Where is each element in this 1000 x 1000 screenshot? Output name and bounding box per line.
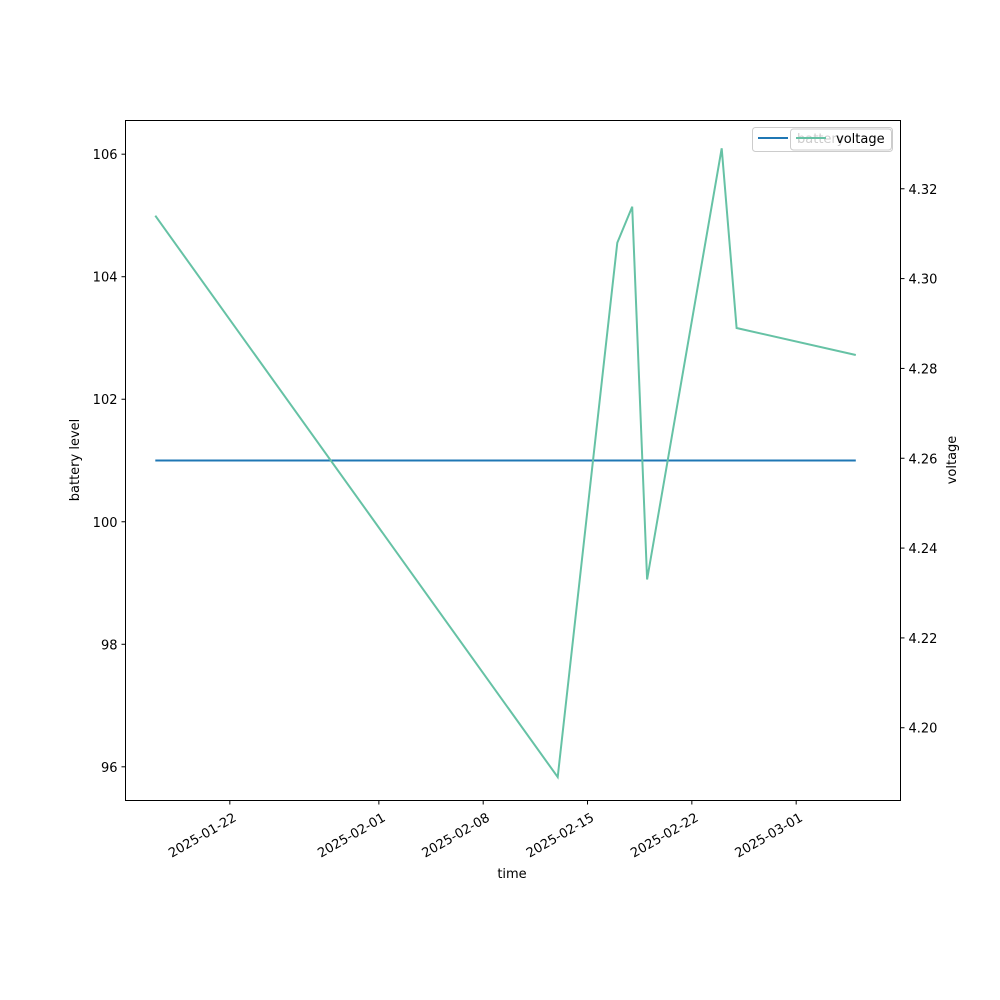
y2-tick-label: 4.26 xyxy=(909,452,938,467)
legend-frame-2 xyxy=(790,128,892,151)
x-tick-label: 2025-02-22 xyxy=(628,811,701,862)
y-tick-label: 98 xyxy=(101,638,118,653)
y2-tick-label: 4.28 xyxy=(909,362,938,377)
y-axis-left: 96 98 100 102 104 106 xyxy=(93,148,126,776)
x-axis: 2025-01-22 2025-02-01 2025-02-08 2025-02-15… xyxy=(166,800,806,862)
y2-tick-label: 4.30 xyxy=(909,273,938,288)
y2-tick-label: 4.32 xyxy=(909,183,938,198)
y2-axis-label: voltage xyxy=(945,436,960,485)
y-tick-label: 106 xyxy=(93,148,118,163)
y-tick-label: 104 xyxy=(93,271,118,286)
x-tick-label: 2025-03-01 xyxy=(733,811,806,862)
y2-tick-label: 4.24 xyxy=(909,542,938,557)
y-tick-label: 102 xyxy=(93,393,118,408)
y-axis-right: 4.20 4.22 4.24 4.26 4.28 4.30 4.32 xyxy=(900,183,938,737)
y2-tick-label: 4.20 xyxy=(909,722,938,737)
series-layer xyxy=(154,148,857,780)
x-tick-label: 2025-02-15 xyxy=(524,811,597,862)
x-axis-label: time xyxy=(497,867,526,882)
y-tick-label: 100 xyxy=(93,516,118,531)
x-tick-label: 2025-02-08 xyxy=(420,811,493,862)
y2-tick-label: 4.22 xyxy=(909,632,938,647)
legend: battery voltage xyxy=(752,127,893,152)
x-tick-label: 2025-01-22 xyxy=(166,811,239,862)
y-tick-label: 96 xyxy=(101,761,118,776)
series-line-voltage xyxy=(154,148,857,780)
x-tick-label: 2025-02-01 xyxy=(315,811,388,862)
legend-voltage-label: voltage xyxy=(836,132,885,147)
y-axis-label: battery level xyxy=(68,419,83,502)
